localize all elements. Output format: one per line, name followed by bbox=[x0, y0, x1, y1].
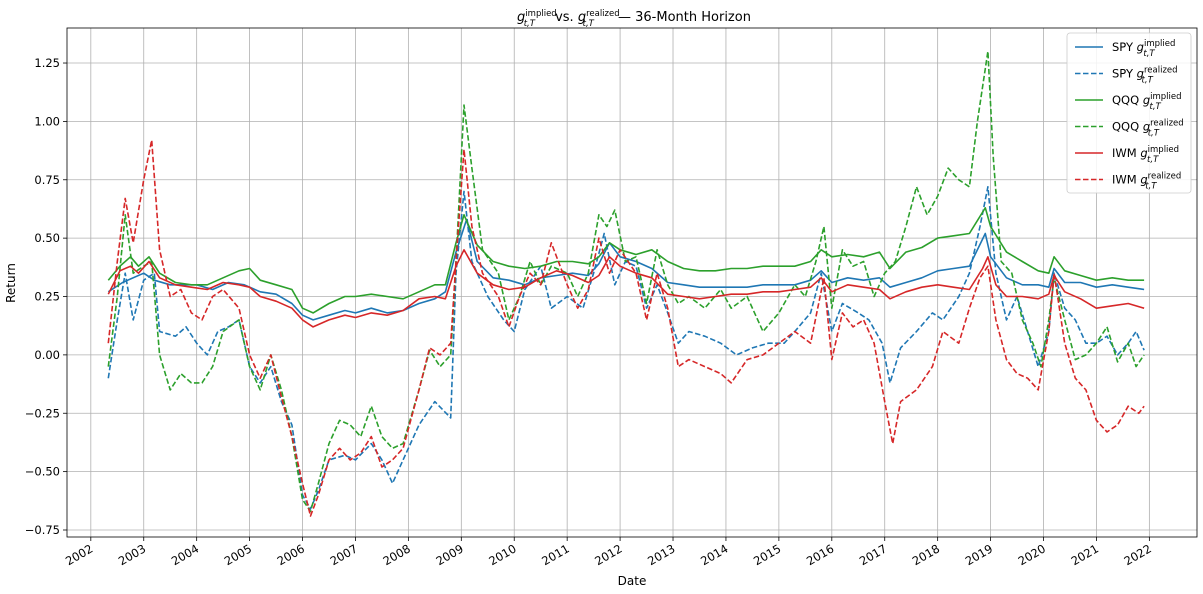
legend-entry: SPY grealized t,T bbox=[1112, 66, 1178, 86]
legend: SPY gimplied t,T SPY grealized t,T QQQ gimpl… bbox=[1066, 32, 1192, 194]
legend-g: g bbox=[1143, 120, 1150, 134]
legend-entry: IWM gimplied t,T bbox=[1112, 145, 1179, 165]
chart-title: gimplied t,T vs. grealized t,T — 36-Month … bbox=[517, 9, 751, 29]
legend-g: g bbox=[1137, 67, 1144, 81]
y-tick-label: −0.25 bbox=[25, 406, 60, 420]
legend-subscript: t,T bbox=[1148, 129, 1160, 139]
y-axis-label: Return bbox=[4, 263, 18, 303]
y-axis: −0.75 −0.50 −0.25 0.00 0.25 0.50 0.75 1.00 1.25 bbox=[25, 56, 67, 537]
y-tick-label: 0.25 bbox=[34, 290, 60, 304]
y-tick-label: 0.75 bbox=[34, 173, 60, 187]
legend-g: g bbox=[1137, 40, 1144, 54]
y-tick-label: 1.25 bbox=[34, 56, 60, 70]
series-layer bbox=[107, 50, 1145, 517]
legend-subscript: t,T bbox=[1147, 155, 1159, 165]
legend-entry: QQQ gimplied t,T bbox=[1112, 92, 1182, 112]
legend-subscript: t,T bbox=[1150, 102, 1162, 112]
series-line-spy-realized bbox=[107, 186, 1145, 510]
series-line-qqq-realized bbox=[107, 50, 1145, 513]
plot-frame bbox=[66, 27, 1198, 538]
legend-subscript: t,T bbox=[1145, 182, 1157, 192]
legend-box bbox=[1066, 32, 1192, 194]
legend-subscript: t,T bbox=[1142, 76, 1154, 86]
series-line-spy-implied bbox=[107, 218, 1145, 321]
legend-entry: QQQ grealized t,T bbox=[1112, 119, 1184, 139]
legend-entry: SPY gimplied t,T bbox=[1112, 39, 1175, 59]
y-tick-label: 1.00 bbox=[34, 114, 60, 128]
series-line-iwm-implied bbox=[107, 249, 1145, 328]
y-tick-label: −0.50 bbox=[25, 465, 60, 479]
legend-g: g bbox=[1140, 173, 1147, 187]
legend-subscript: t,T bbox=[1143, 49, 1155, 59]
y-tick-label: 0.00 bbox=[34, 348, 60, 362]
y-tick-label: −0.75 bbox=[25, 523, 60, 537]
legend-entry: IWM grealized t,T bbox=[1112, 172, 1181, 192]
y-tick-label: 0.50 bbox=[34, 231, 60, 245]
legend-g: g bbox=[1140, 146, 1147, 160]
legend-g: g bbox=[1143, 93, 1150, 107]
series-line-qqq-implied bbox=[107, 207, 1145, 314]
x-axis-label: Date bbox=[618, 574, 647, 588]
